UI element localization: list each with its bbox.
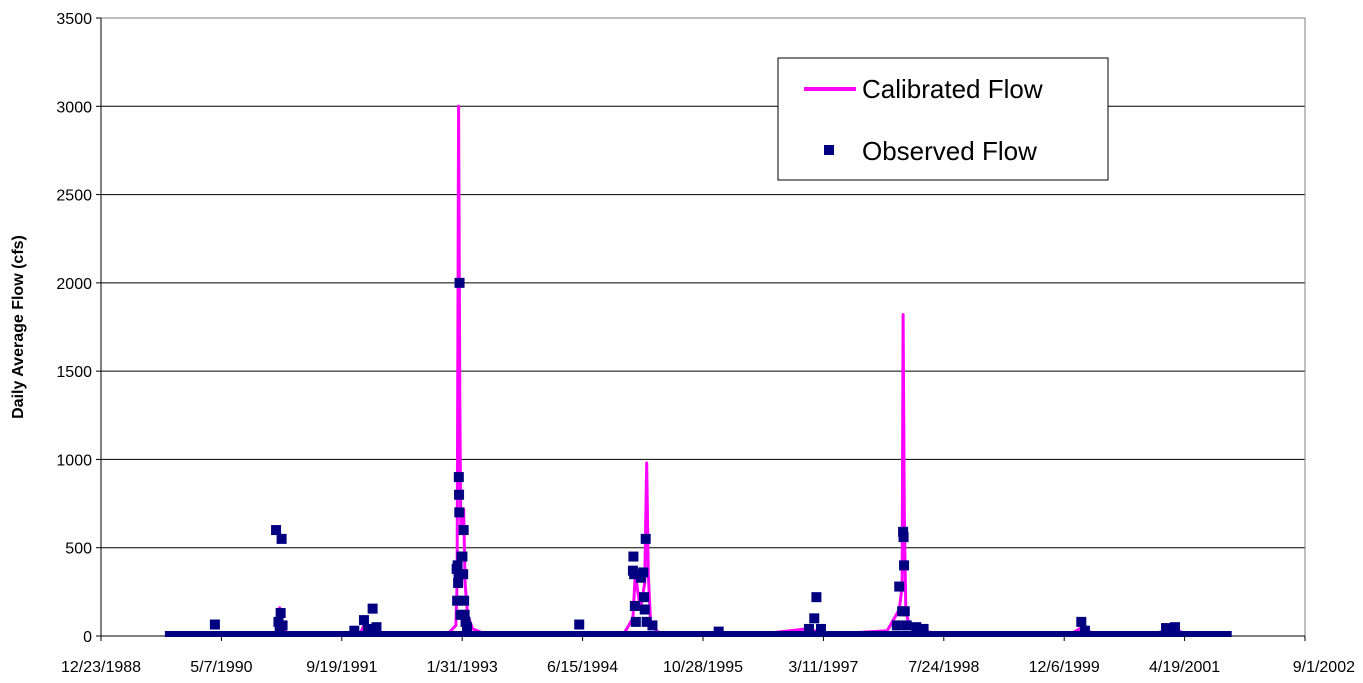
observed-flow-point <box>894 581 905 592</box>
x-tick-label: 12/6/1999 <box>1029 659 1100 676</box>
observed-flow-point <box>460 616 471 627</box>
observed-flow-point <box>641 616 652 627</box>
observed-flow-point <box>275 608 286 619</box>
observed-flow-point <box>457 551 468 562</box>
observed-flow-baseline <box>164 631 1232 637</box>
y-tick-label: 1500 <box>56 364 92 381</box>
observed-flow-point <box>803 623 814 634</box>
x-axis-ticks: 12/23/1988 5/7/1990 9/19/1991 1/31/1993 6/15… <box>61 636 1355 676</box>
observed-flow-point <box>453 578 464 589</box>
observed-flow-point <box>454 489 465 500</box>
x-tick-label: 6/15/1994 <box>547 659 618 676</box>
observed-flow-point <box>458 525 469 536</box>
observed-flow-point <box>911 622 922 633</box>
observed-flow-point <box>1169 622 1180 633</box>
observed-flow-point <box>629 600 640 611</box>
legend: Calibrated Flow Observed Flow <box>777 57 1109 181</box>
observed-flow-point <box>367 603 378 614</box>
observed-flow-point <box>898 526 909 537</box>
y-axis-ticks: 0 500 1000 1500 2000 2500 3000 3500 <box>56 11 101 646</box>
y-axis-title: Daily Average Flow (cfs) <box>10 235 27 419</box>
observed-flow-point <box>358 615 369 626</box>
gridlines <box>101 17 1305 549</box>
y-tick-label: 3500 <box>56 11 92 28</box>
observed-flow-point <box>1079 625 1090 636</box>
x-tick-label: 1/31/1993 <box>427 659 498 676</box>
observed-flow-point <box>899 560 910 571</box>
observed-flow-point <box>639 592 650 603</box>
observed-flow-point <box>276 533 287 544</box>
x-tick-label: 9/1/2002 <box>1293 659 1355 676</box>
legend-box <box>777 57 1109 181</box>
x-tick-label: 5/7/1990 <box>190 659 252 676</box>
x-tick-label: 4/19/2001 <box>1149 659 1220 676</box>
observed-flow-point <box>454 507 465 518</box>
x-tick-label: 3/11/1997 <box>788 659 858 676</box>
x-tick-label: 9/19/1991 <box>306 659 377 676</box>
observed-flow-point <box>630 616 641 627</box>
observed-flow-point <box>453 472 464 483</box>
data-series <box>164 104 1232 637</box>
observed-flow-point <box>639 604 650 615</box>
observed-flow-point <box>349 625 360 636</box>
legend-marker-swatch <box>824 145 834 155</box>
observed-flow-point <box>1076 616 1087 627</box>
y-tick-label: 1000 <box>56 452 92 469</box>
observed-flow-point <box>462 622 473 633</box>
observed-flow-point <box>809 613 820 624</box>
observed-flow-point <box>628 551 639 562</box>
observed-flow-point <box>271 525 282 536</box>
y-tick-label: 0 <box>83 629 92 646</box>
x-tick-label: 7/24/1998 <box>908 659 979 676</box>
legend-label-calibrated: Calibrated Flow <box>862 74 1043 104</box>
observed-flow-point <box>638 567 649 578</box>
observed-flow-point <box>635 572 646 583</box>
observed-flow-point <box>458 569 469 580</box>
observed-flow-point <box>647 620 658 631</box>
observed-flow-point <box>459 609 470 620</box>
observed-flow-point <box>901 620 912 631</box>
y-tick-label: 2500 <box>56 188 92 205</box>
observed-flow-point <box>452 560 463 571</box>
observed-flow-point <box>713 626 724 637</box>
observed-flow-point <box>815 623 826 634</box>
observed-flow-point <box>362 623 373 634</box>
observed-flow-point <box>454 277 465 288</box>
observed-flow-point <box>459 595 470 606</box>
observed-flow-point <box>452 595 463 606</box>
y-tick-label: 2000 <box>56 276 92 293</box>
x-tick-label: 12/23/1988 <box>61 659 141 676</box>
y-tick-label: 3000 <box>56 99 92 116</box>
observed-flow-point <box>899 606 910 617</box>
observed-flow-point <box>574 619 585 630</box>
observed-flow-point <box>898 532 909 543</box>
observed-flow-point <box>811 592 822 603</box>
observed-flow-point <box>274 625 285 636</box>
observed-flow-point <box>1161 623 1172 634</box>
legend-label-observed: Observed Flow <box>862 136 1037 166</box>
x-tick-label: 10/28/1995 <box>663 659 743 676</box>
observed-flow-point <box>371 622 382 633</box>
observed-flow-point <box>918 623 929 634</box>
observed-flow-point <box>209 619 220 630</box>
observed-flow-point <box>640 533 651 544</box>
observed-flow-point <box>891 620 902 631</box>
observed-flow-point <box>277 620 288 631</box>
observed-flow-point <box>629 569 640 580</box>
y-tick-label: 500 <box>65 541 92 558</box>
